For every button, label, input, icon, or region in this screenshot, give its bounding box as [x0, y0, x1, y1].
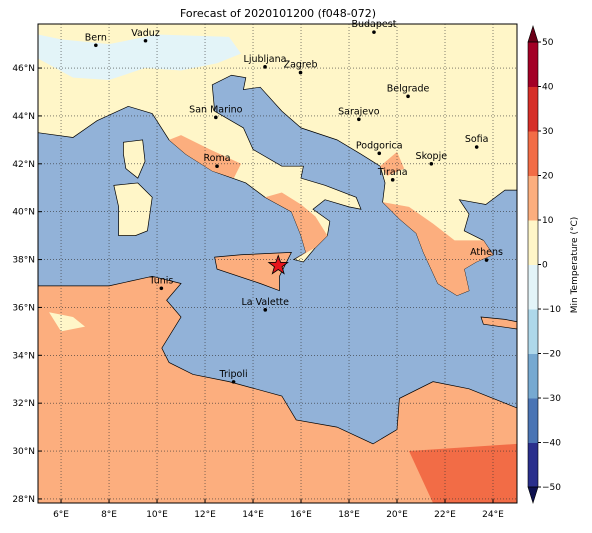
map-area: [38, 24, 517, 503]
africa: [38, 275, 517, 503]
colorbar-tick-label: −40: [542, 439, 561, 449]
x-tick-label: 12°E: [194, 510, 216, 520]
title: Forecast of 2020101200 (f048-072): [180, 7, 376, 20]
city-label: La Valette: [242, 297, 290, 308]
city-dot: [390, 178, 395, 182]
x-tick-label: 18°E: [338, 510, 360, 520]
city-dot: [377, 151, 382, 156]
colorbar-swatch: [528, 264, 538, 310]
x-tick-label: 16°E: [290, 510, 312, 520]
colorbar-swatch: [528, 309, 538, 354]
hot-area: [409, 443, 517, 503]
city-dot: [263, 308, 268, 312]
city-label: Ljubljana: [244, 54, 287, 65]
city-dot: [298, 70, 303, 75]
city-dot: [474, 145, 479, 149]
colorbar-tick-label: −20: [542, 350, 561, 360]
city-label: Podgorica: [356, 140, 403, 151]
city-dot: [159, 286, 164, 291]
map-frame: [37, 23, 518, 504]
corsica: [123, 139, 146, 179]
city-label: Zagreb: [284, 60, 318, 71]
colorbar-swatch: [528, 353, 538, 399]
y-tick-label: 34°N: [12, 351, 35, 361]
warm-area: [382, 202, 494, 296]
x-tick-label: 10°E: [146, 510, 168, 520]
city-dot: [263, 65, 267, 69]
colorbar-extend: [527, 486, 539, 505]
colorbar-swatch: [528, 220, 538, 265]
cool-area: [49, 312, 86, 332]
colorbar-extend: [527, 24, 539, 43]
colorbar-tick-label: 50: [542, 38, 554, 48]
x-tick-label: 6°E: [53, 510, 69, 520]
city-dot: [231, 380, 236, 384]
city-dot: [406, 94, 410, 99]
colorbar-label: Min Temperature (°C): [570, 217, 580, 314]
colorbar-tick-label: 40: [542, 83, 554, 93]
city-label: Tunis: [148, 275, 173, 286]
y-tick-label: 30°N: [12, 447, 35, 457]
city-label: Vaduz: [131, 28, 160, 39]
y-tick-label: 44°N: [12, 112, 35, 122]
colorbar-swatch: [528, 175, 538, 221]
y-tick-label: 38°N: [12, 256, 35, 266]
colorbar-tick-label: −50: [542, 483, 561, 493]
crete: [480, 316, 517, 330]
x-tick-label: 14°E: [242, 510, 264, 520]
x-tick-label: 24°E: [482, 510, 504, 520]
colorbar-swatch: [528, 398, 538, 443]
city-label: Roma: [203, 153, 230, 164]
colorbar-tick-label: −10: [542, 305, 561, 315]
sicily: [214, 251, 292, 292]
city-label: San Marino: [189, 104, 242, 115]
city-dot: [143, 38, 148, 43]
city-label: Athens: [470, 247, 503, 258]
x-tick-label: 8°E: [101, 510, 117, 520]
city-label: Sarajevo: [338, 106, 380, 117]
y-tick-label: 36°N: [12, 303, 35, 313]
y-tick-label: 32°N: [12, 399, 35, 409]
colorbar-tick-label: 0: [542, 261, 548, 271]
city-label: Skopje: [416, 151, 448, 162]
colorbar-tick-label: 30: [542, 127, 554, 137]
colorbar-swatch: [528, 42, 538, 87]
colorbar-swatch: [528, 442, 538, 488]
y-tick-label: 42°N: [12, 160, 35, 170]
city-label: Sofia: [465, 134, 489, 145]
city-dot: [214, 115, 218, 120]
colorbar-tick-label: −30: [542, 394, 561, 404]
y-tick-label: 46°N: [12, 64, 35, 74]
city-dot: [372, 30, 376, 34]
city-label: Budapest: [351, 19, 396, 30]
city-dot: [484, 258, 489, 262]
event-star: [267, 254, 289, 275]
city-label: Tirana: [377, 167, 408, 178]
colorbar-tick-label: 20: [542, 172, 554, 182]
warm-area: [265, 192, 328, 260]
y-tick-label: 28°N: [12, 495, 35, 505]
colorbar-swatch: [528, 86, 538, 132]
colorbar-swatch: [528, 131, 538, 176]
city-dot: [215, 164, 219, 168]
sardinia: [113, 182, 153, 236]
y-tick-label: 40°N: [12, 208, 35, 218]
city-label: Tripoli: [219, 369, 248, 380]
city-dot: [357, 117, 361, 122]
x-tick-label: 20°E: [386, 510, 408, 520]
city-dot: [94, 43, 98, 48]
city-label: Bern: [85, 32, 107, 43]
city-dot: [429, 161, 434, 166]
city-label: Belgrade: [387, 83, 430, 94]
x-tick-label: 22°E: [434, 510, 456, 520]
cold-area: [38, 34, 242, 81]
colorbar-tick-label: 10: [542, 216, 554, 226]
